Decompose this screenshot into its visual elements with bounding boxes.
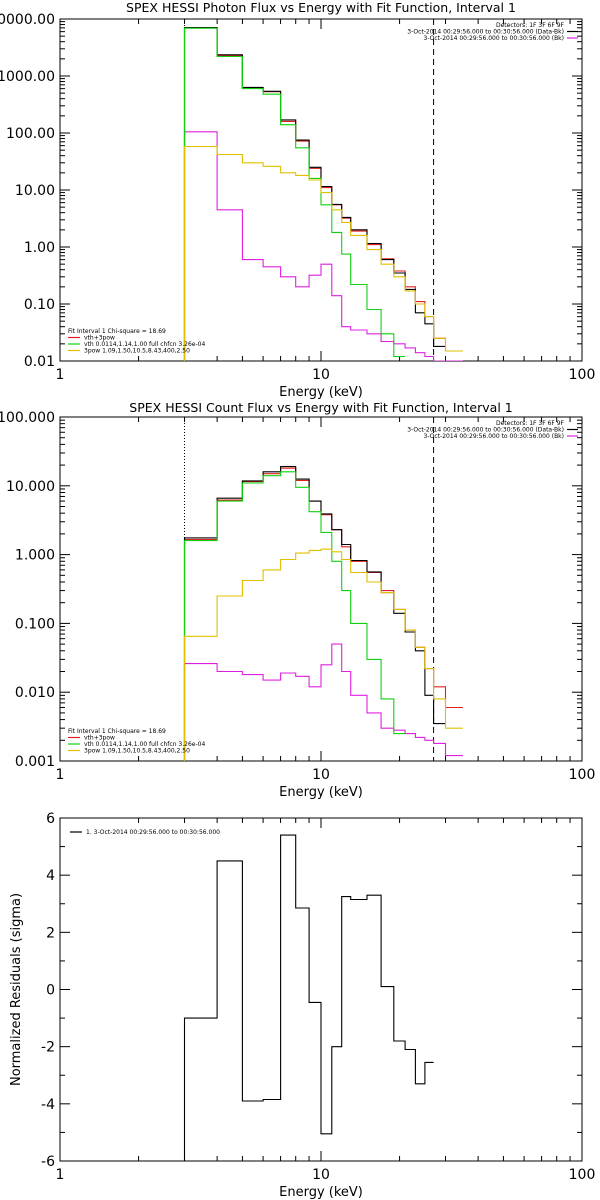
legend-top-right-text: Detectors: 1F 3F 6F 9F (496, 420, 565, 427)
y-tick-label: 1.00 (24, 240, 55, 256)
series-data-bk (183, 466, 446, 761)
x-tick-label: 10 (312, 1167, 330, 1183)
x-axis-label: Energy (keV) (279, 385, 363, 400)
x-axis-label: Energy (keV) (279, 1185, 363, 1200)
panel-1: SPEX HESSI Photon Flux vs Energy with Fi… (0, 0, 595, 400)
y-tick-label: 100.00 (6, 126, 55, 142)
y-tick-label: -6 (41, 1154, 55, 1170)
y-tick-label: 2 (46, 925, 55, 941)
legend-bottom-left-text: vth 0.0114,1.14,1.00 full chfcn 3.26e-04 (84, 741, 205, 748)
legend-bottom-left-text: 3pow 1.09,1.50,10.5,8.43,400,2.50 (84, 748, 190, 755)
panel-2: SPEX HESSI Count Flux vs Energy with Fit… (0, 400, 595, 800)
series-3pow (183, 145, 463, 361)
series-bk (183, 643, 463, 761)
series-vth (183, 471, 406, 761)
chart-title: SPEX HESSI Photon Flux vs Energy with Fi… (126, 0, 516, 15)
y-tick-label: 10.000 (6, 479, 55, 495)
legend-bottom-left-text: vth 0.0114,1.14,1.00 full chfcn 3.26e-04 (84, 341, 205, 348)
legend-top-right-text: 3-Oct-2014 00:29:56.000 to 00:30:56.000 … (407, 427, 564, 434)
legend-bottom-left-text: Fit Interval 1 Chi-square = 18.69 (68, 728, 166, 735)
legend-top-right-text: 3-Oct-2014 00:29:56.000 to 00:30:56.000 … (424, 35, 565, 42)
x-tick-label: 100 (569, 767, 596, 783)
legend-top-right-text: Detectors: 1F 3F 6F 9F (496, 22, 565, 29)
legend-bottom-left-text: 3pow 1.09,1.50,10.5,8.43,400,2.50 (84, 348, 190, 355)
x-tick-label: 100 (569, 367, 596, 383)
series-vth-3pow (183, 467, 463, 761)
series-group (183, 466, 463, 761)
series-residuals (183, 834, 434, 1161)
y-axis-label: Normalized Residuals (sigma) (9, 893, 24, 1086)
y-tick-label: 0.01 (24, 354, 55, 370)
y-tick-label: 0 (46, 983, 55, 999)
y-tick-label: 1000.00 (0, 69, 55, 85)
x-tick-label: 1 (56, 367, 65, 383)
y-tick-label: 0.001 (15, 754, 55, 770)
series-group (183, 26, 463, 361)
chart-title: SPEX HESSI Count Flux vs Energy with Fit… (129, 400, 512, 415)
x-tick-label: 100 (569, 1167, 596, 1183)
series-3pow (183, 548, 463, 761)
y-tick-label: 0.100 (15, 616, 55, 632)
plot-frame (59, 416, 583, 762)
legend-bottom-left-text: Fit Interval 1 Chi-square = 18.69 (68, 328, 166, 335)
x-axis-label: Energy (keV) (279, 785, 363, 800)
y-tick-label: 0.010 (15, 685, 55, 701)
x-tick-label: 1 (56, 1167, 65, 1183)
legend-top-right-text: 3-Oct-2014 00:29:56.000 to 00:30:56.000 … (424, 433, 565, 440)
y-tick-label: 10.00 (15, 183, 55, 199)
series-vth (183, 27, 406, 361)
legend-bottom-left-text: vth+3pow (84, 335, 115, 342)
series-vth-3pow (183, 27, 463, 361)
y-tick-label: 6 (46, 811, 55, 827)
panel-3: 1 10 100 -6 -4 -2 0 2 4 6 Energy (keV) Normalized R… (9, 811, 595, 1200)
y-tick-label: 4 (46, 868, 55, 884)
legend-top-left-text: 1. 3-Oct-2014 00:29:56.000 to 00:30:56.0… (86, 829, 220, 836)
legend-bottom-left-text: vth+3pow (84, 735, 115, 742)
y-tick-label: -2 (41, 1040, 55, 1056)
y-tick-label: 10000.00 (0, 12, 55, 28)
series-group (183, 834, 434, 1161)
x-tick-label: 10 (312, 367, 330, 383)
legend-top-right-text: 3-Oct-2014 00:29:56.000 to 00:30:56.000 … (407, 29, 564, 36)
series-data-bk (183, 26, 446, 361)
y-tick-label: 100.000 (0, 410, 55, 426)
y-tick-label: 0.10 (24, 297, 55, 313)
series-bk (183, 131, 463, 361)
y-tick-label: -4 (41, 1097, 55, 1113)
y-tick-label: 1.000 (15, 548, 55, 564)
x-tick-label: 10 (312, 767, 330, 783)
x-tick-label: 1 (56, 767, 65, 783)
